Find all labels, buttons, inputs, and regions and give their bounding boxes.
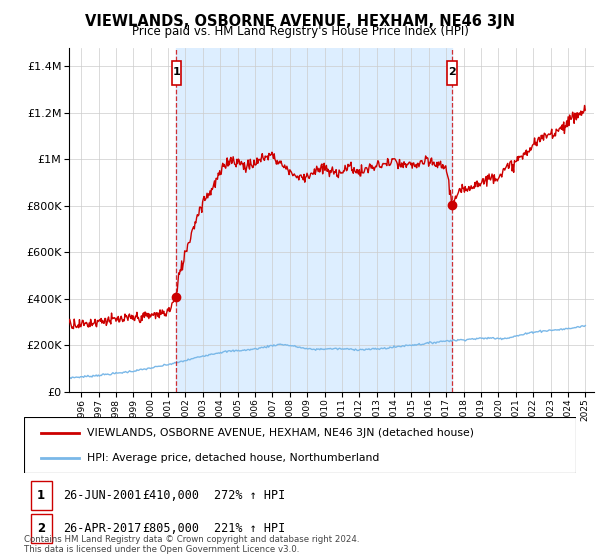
Text: 1: 1 [37,489,45,502]
Text: £410,000: £410,000 [143,489,200,502]
Text: 221% ↑ HPI: 221% ↑ HPI [214,522,286,535]
Text: 272% ↑ HPI: 272% ↑ HPI [214,489,286,502]
Bar [31,481,52,510]
Text: 1: 1 [173,67,181,77]
Text: HPI: Average price, detached house, Northumberland: HPI: Average price, detached house, Nort… [88,452,380,463]
Text: £805,000: £805,000 [143,522,200,535]
Text: VIEWLANDS, OSBORNE AVENUE, HEXHAM, NE46 3JN (detached house): VIEWLANDS, OSBORNE AVENUE, HEXHAM, NE46 … [88,428,475,438]
FancyBboxPatch shape [447,61,457,85]
Text: 2: 2 [37,522,45,535]
Text: 2: 2 [448,67,455,77]
Bar [31,514,52,543]
FancyBboxPatch shape [172,61,181,85]
Text: 26-JUN-2001: 26-JUN-2001 [62,489,141,502]
Text: 26-APR-2017: 26-APR-2017 [62,522,141,535]
Text: Price paid vs. HM Land Registry's House Price Index (HPI): Price paid vs. HM Land Registry's House … [131,25,469,38]
Text: VIEWLANDS, OSBORNE AVENUE, HEXHAM, NE46 3JN: VIEWLANDS, OSBORNE AVENUE, HEXHAM, NE46 … [85,14,515,29]
Bar [176,48,452,392]
Text: Contains HM Land Registry data © Crown copyright and database right 2024.
This d: Contains HM Land Registry data © Crown c… [24,535,359,554]
